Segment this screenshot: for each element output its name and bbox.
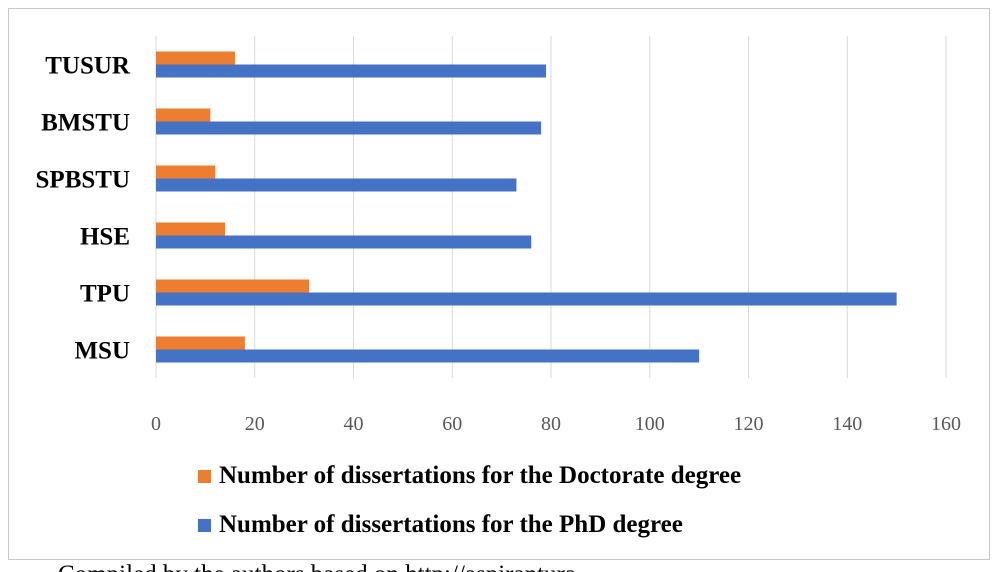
bar-msu-phd	[156, 349, 700, 363]
x-tick-label-100: 100	[635, 413, 665, 435]
x-tick-label-0: 0	[151, 413, 161, 435]
x-tick-label-140: 140	[832, 413, 862, 435]
bar-hse-phd	[156, 235, 532, 249]
x-tick-label-60: 60	[442, 413, 462, 435]
legend-swatch-doctorate	[198, 469, 211, 483]
bar-msu-doctorate	[156, 336, 245, 350]
category-label-bmstu: BMSTU	[41, 110, 130, 137]
bar-spbstu-doctorate	[156, 165, 216, 179]
x-tick-label-160: 160	[931, 413, 961, 435]
x-tick-label-120: 120	[734, 413, 764, 435]
legend-label-phd: Number of dissertations for the PhD degr…	[219, 511, 683, 538]
legend-label-doctorate: Number of dissertations for the Doctorat…	[219, 462, 742, 489]
bar-bmstu-phd	[156, 121, 542, 135]
bar-hse-doctorate	[156, 222, 226, 236]
legend-swatch-phd	[198, 518, 211, 532]
category-labels: MSU TPU HSE SPBSTU BMSTU TUSUR	[36, 53, 131, 365]
category-label-hse: HSE	[80, 224, 130, 251]
figure-caption: Compiled by the authors based on http://…	[58, 562, 576, 572]
category-label-tpu: TPU	[80, 281, 130, 308]
x-tick-label-40: 40	[344, 413, 364, 435]
category-label-msu: MSU	[74, 338, 130, 365]
bar-tpu-doctorate	[156, 279, 310, 293]
x-tick-label-20: 20	[245, 413, 265, 435]
bars	[156, 51, 897, 363]
bar-tusur-doctorate	[156, 51, 235, 65]
category-label-spbstu: SPBSTU	[36, 167, 130, 194]
bar-spbstu-phd	[156, 178, 517, 192]
x-tick-label-80: 80	[541, 413, 561, 435]
legend-item-phd: Number of dissertations for the PhD degr…	[198, 511, 683, 539]
gridlines	[155, 36, 947, 378]
x-tick-labels: 0 20 40 60 80 100 120 140 160	[151, 413, 961, 435]
bar-tusur-phd	[156, 64, 547, 78]
legend-item-doctorate: Number of dissertations for the Doctorat…	[198, 462, 741, 490]
category-label-tusur: TUSUR	[45, 53, 131, 80]
bar-bmstu-doctorate	[156, 108, 211, 122]
bar-tpu-phd	[156, 292, 897, 306]
